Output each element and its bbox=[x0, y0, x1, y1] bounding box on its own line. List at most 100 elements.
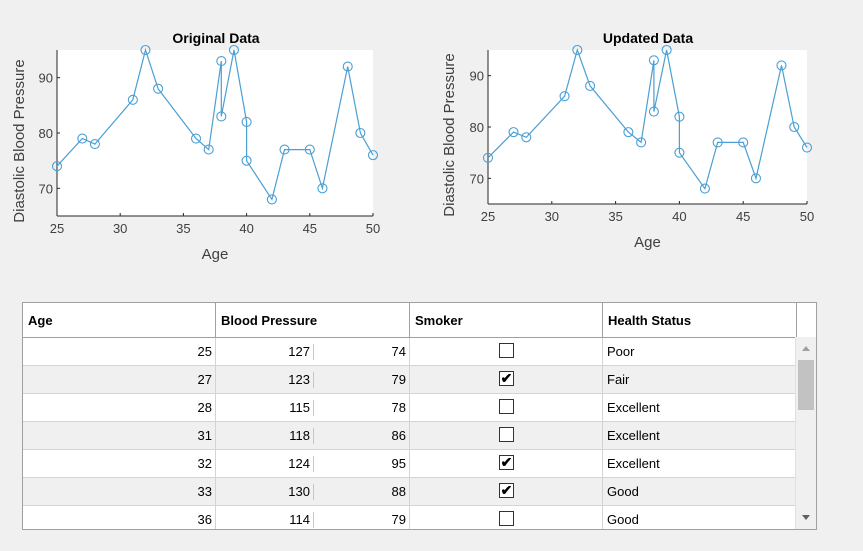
smoker-checkbox[interactable] bbox=[499, 511, 514, 526]
header-health-status[interactable]: Health Status bbox=[603, 303, 797, 337]
smoker-checkbox[interactable]: ✔ bbox=[499, 482, 514, 498]
data-point bbox=[674, 111, 685, 122]
y-tick-label: 90 bbox=[39, 71, 53, 86]
updated-data-chart: 25 30 35 40 45 50 70 80 90 Updated Data Age Diastol… bbox=[441, 30, 814, 251]
cell-systolic: 130 bbox=[216, 484, 314, 500]
data-point bbox=[241, 116, 252, 127]
data-point bbox=[636, 137, 647, 148]
data-point bbox=[738, 137, 749, 148]
data-point bbox=[342, 61, 353, 72]
cell-health-status[interactable]: Fair bbox=[603, 366, 797, 393]
cell-systolic: 118 bbox=[216, 428, 314, 444]
data-point bbox=[77, 133, 88, 144]
table-row[interactable]: 31 118 86 Excellent bbox=[23, 422, 816, 450]
scroll-down-arrow-icon[interactable] bbox=[802, 515, 810, 520]
y-axis-label: Diastolic Blood Pressure bbox=[441, 53, 458, 216]
vertical-scrollbar[interactable] bbox=[795, 337, 816, 529]
data-point bbox=[355, 127, 366, 139]
cell-blood-pressure[interactable]: 124 95 bbox=[216, 450, 410, 477]
cell-diastolic: 95 bbox=[391, 456, 406, 471]
cell-health-status[interactable]: Excellent bbox=[603, 422, 797, 449]
table-row[interactable]: 28 115 78 Excellent bbox=[23, 394, 816, 422]
data-point bbox=[521, 132, 532, 143]
table-row[interactable]: 36 114 79 Good bbox=[23, 506, 816, 529]
cell-health-status[interactable]: Excellent bbox=[603, 450, 797, 477]
cell-age[interactable]: 36 bbox=[23, 506, 216, 529]
x-tick-label: 30 bbox=[113, 221, 127, 236]
x-tick-label: 45 bbox=[736, 209, 750, 224]
cell-systolic: 114 bbox=[216, 512, 314, 528]
scroll-thumb[interactable] bbox=[798, 360, 814, 410]
cell-diastolic: 79 bbox=[391, 512, 406, 527]
cell-blood-pressure[interactable]: 130 88 bbox=[216, 478, 410, 505]
data-point bbox=[279, 144, 290, 155]
cell-smoker bbox=[410, 394, 603, 421]
cell-health-status[interactable]: Poor bbox=[603, 338, 797, 365]
x-tick-label: 35 bbox=[608, 209, 622, 224]
x-tick-label: 50 bbox=[366, 221, 380, 236]
cell-age[interactable]: 27 bbox=[23, 366, 216, 393]
cell-blood-pressure[interactable]: 115 78 bbox=[216, 394, 410, 421]
scroll-up-arrow-icon[interactable] bbox=[802, 346, 810, 351]
y-axis-label: Diastolic Blood Pressure bbox=[11, 59, 28, 222]
x-tick-label: 30 bbox=[545, 209, 559, 224]
table-header: Age Blood Pressure Smoker Health Status bbox=[23, 303, 816, 338]
smoker-checkbox[interactable] bbox=[499, 343, 514, 358]
cell-smoker bbox=[410, 422, 603, 449]
smoker-checkbox[interactable] bbox=[499, 399, 514, 414]
data-point bbox=[266, 194, 277, 205]
y-tick-label: 80 bbox=[470, 120, 484, 135]
data-point bbox=[140, 44, 151, 56]
cell-health-status[interactable]: Good bbox=[603, 506, 797, 529]
header-blood-pressure[interactable]: Blood Pressure bbox=[216, 303, 410, 337]
series-line bbox=[487, 48, 808, 190]
cell-diastolic: 78 bbox=[391, 400, 406, 415]
header-smoker[interactable]: Smoker bbox=[410, 303, 603, 337]
cell-age[interactable]: 31 bbox=[23, 422, 216, 449]
data-point bbox=[228, 44, 240, 56]
cell-systolic: 123 bbox=[216, 372, 314, 388]
x-tick-label: 25 bbox=[50, 221, 64, 236]
series-line bbox=[56, 47, 374, 201]
header-age[interactable]: Age bbox=[23, 303, 216, 337]
data-point bbox=[153, 83, 164, 94]
cell-blood-pressure[interactable]: 127 74 bbox=[216, 338, 410, 365]
data-point bbox=[623, 127, 634, 138]
data-point bbox=[699, 183, 710, 194]
data-point bbox=[648, 106, 659, 117]
cell-age[interactable]: 25 bbox=[23, 338, 216, 365]
cell-age[interactable]: 28 bbox=[23, 394, 216, 421]
table-row[interactable]: 27 123 79 ✔ Fair bbox=[23, 366, 816, 394]
smoker-checkbox[interactable]: ✔ bbox=[499, 370, 514, 386]
cell-age[interactable]: 32 bbox=[23, 450, 216, 477]
data-point bbox=[712, 137, 723, 148]
cell-health-status[interactable]: Good bbox=[603, 478, 797, 505]
cell-blood-pressure[interactable]: 118 86 bbox=[216, 422, 410, 449]
table-row[interactable]: 33 130 88 ✔ Good bbox=[23, 478, 816, 506]
x-axis-label: Age bbox=[634, 234, 661, 251]
cell-smoker bbox=[410, 506, 603, 529]
cell-smoker: ✔ bbox=[410, 450, 603, 477]
x-tick-label: 40 bbox=[239, 221, 253, 236]
data-point bbox=[776, 60, 787, 71]
cell-diastolic: 74 bbox=[391, 344, 406, 359]
cell-diastolic: 86 bbox=[391, 428, 406, 443]
smoker-checkbox[interactable]: ✔ bbox=[499, 454, 514, 470]
smoker-checkbox[interactable] bbox=[499, 427, 514, 442]
table-row[interactable]: 32 124 95 ✔ Excellent bbox=[23, 450, 816, 478]
data-point bbox=[190, 133, 202, 144]
cell-blood-pressure[interactable]: 114 79 bbox=[216, 506, 410, 529]
cell-smoker: ✔ bbox=[410, 366, 603, 393]
cell-diastolic: 88 bbox=[391, 484, 406, 499]
data-point bbox=[585, 80, 596, 91]
header-spacer bbox=[797, 303, 816, 337]
data-point bbox=[559, 91, 570, 102]
data-point bbox=[51, 161, 63, 172]
patient-table[interactable]: Age Blood Pressure Smoker Health Status … bbox=[22, 302, 817, 530]
cell-age[interactable]: 33 bbox=[23, 478, 216, 505]
cell-blood-pressure[interactable]: 123 79 bbox=[216, 366, 410, 393]
table-row[interactable]: 25 127 74 Poor bbox=[23, 338, 816, 366]
data-point bbox=[661, 44, 672, 56]
plot-area bbox=[488, 50, 807, 204]
cell-health-status[interactable]: Excellent bbox=[603, 394, 797, 421]
